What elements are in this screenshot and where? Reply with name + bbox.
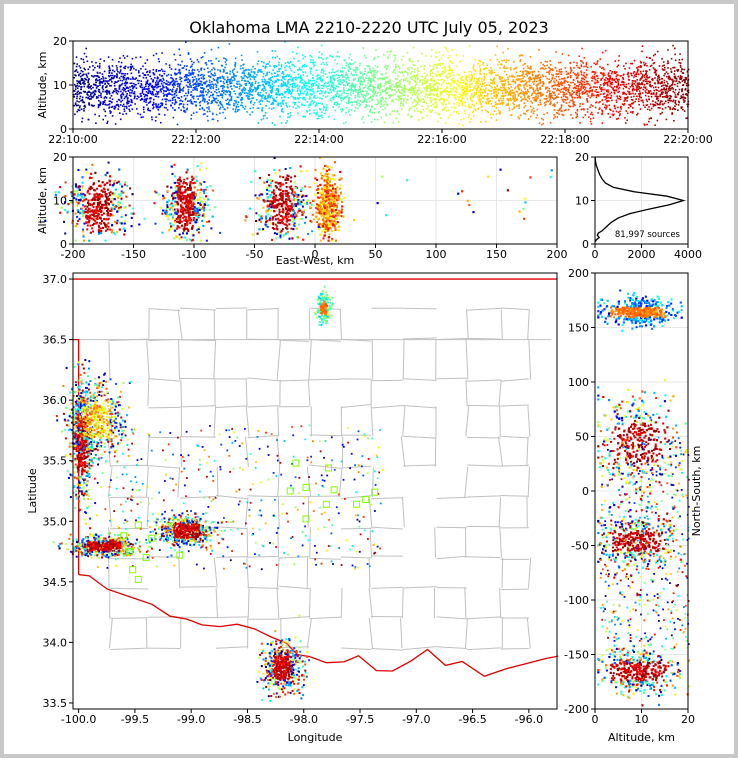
time-tick-label: 22:14:00 [294,133,343,146]
longitude-tick-label: -97.5 [346,713,374,726]
altitude-tick-label: 10 [635,713,649,726]
ew-tick-label: 100 [426,248,447,261]
station-marker [148,534,156,542]
ew-tick-label: -200 [61,248,86,261]
altitude-tick-label: 20 [681,713,695,726]
ew-tick-label: 0 [312,248,319,261]
latitude-tick-label: 35.0 [43,515,68,528]
count-tick-label: 2000 [628,248,656,261]
latitude-tick-label: 35.5 [43,455,68,468]
ew-tick-label: -150 [121,248,146,261]
altitude-tick-label: 20 [53,151,67,164]
altitude-histogram-panel: 0 2000 4000 0 10 20 81,997 sources [575,151,702,261]
station-marker [129,566,137,574]
station-marker [325,464,332,472]
plan-view-points [52,285,384,702]
altitude-tick-label: 20 [575,151,589,164]
longitude-tick-label: -96.0 [515,713,543,726]
longitude-tick-label: -100.0 [61,713,96,726]
altitude-tick-label: 10 [575,195,589,208]
altitude-tick-label: 0 [60,123,67,136]
station-marker [286,487,294,495]
ns-tick-label: -50 [571,540,589,553]
longitude-tick-label: -96.5 [458,713,486,726]
time-altitude-panel: 22:10:00 22:12:00 22:14:00 22:16:00 22:18:00… [36,35,713,146]
station-marker [302,515,310,523]
ew-tick-label: 200 [547,248,568,261]
station-marker [292,459,300,467]
station-marker [134,521,142,529]
station-marker [142,554,150,562]
ew-tick-label: -100 [182,248,207,261]
ns-tick-label: 100 [568,376,589,389]
altitude-tick-label: 20 [53,35,67,48]
ew-altitude-points [44,157,553,242]
altitude-tick-label: 0 [582,238,589,251]
ew-tick-label: -50 [246,248,264,261]
longitude-tick-label: -98.0 [290,713,318,726]
ns-tick-label: 0 [582,485,589,498]
ew-altitude-ylabel: Altitude, km [36,167,49,234]
altitude-ns-xlabel: Altitude, km [608,731,675,744]
time-altitude-ylabel: Altitude, km [36,51,49,118]
station-marker [330,486,338,494]
altitude-tick-label: 0 [60,238,67,251]
ew-altitude-panel: -200 -150 -100 -50 0 50 100 150 200 0 10 20 East-Wes… [36,151,568,267]
ew-tick-label: 150 [486,248,507,261]
altitude-ns-points [597,289,690,707]
station-marker [125,548,133,556]
ns-tick-label: -100 [564,594,589,607]
time-tick-label: 22:20:00 [663,133,712,146]
station-marker [371,488,379,496]
ew-tick-label: 50 [369,248,383,261]
ew-xlabel: East-West, km [276,254,354,267]
ns-tick-label: 50 [575,431,589,444]
ns-tick-label: 150 [568,322,589,335]
latitude-tick-label: 36.0 [43,394,68,407]
station-marker [362,496,370,503]
plan-view-axes [72,272,558,710]
latitude-tick-label: 36.5 [43,334,68,347]
station-marker [353,500,361,508]
time-tick-label: 22:10:00 [48,133,97,146]
longitude-tick-label: -99.0 [177,713,205,726]
time-altitude-points [73,41,690,126]
station-marker [322,500,330,508]
time-tick-label: 22:12:00 [171,133,220,146]
altitude-tick-label: 10 [53,195,67,208]
time-tick-label: 22:16:00 [417,133,466,146]
latitude-label: Latitude [26,468,39,514]
altitude-ns-panel: 0 10 20 -200 -150 -100 -50 0 50 100 150 200 Altitude… [564,267,703,744]
ns-tick-label: 200 [568,267,589,280]
station-marker [176,551,184,559]
longitude-tick-label: -99.5 [121,713,149,726]
station-marker [302,483,310,491]
longitude-tick-label: -97.0 [402,713,430,726]
north-south-label: North-South, km [690,446,703,537]
longitude-label: Longitude [288,731,343,744]
time-tick-label: 22:18:00 [540,133,589,146]
plan-view-panel: -100.0 -99.5 -99.0 -98.5 -98.0 -97.5 -97.0 -96.… [26,272,559,744]
longitude-tick-label: -98.5 [233,713,261,726]
station-markers [120,459,379,583]
latitude-tick-label: 37.0 [43,273,68,286]
altitude-tick-label: 0 [592,713,599,726]
altitude-tick-label: 10 [53,79,67,92]
ns-tick-label: -150 [564,649,589,662]
count-tick-label: 0 [592,248,599,261]
latitude-tick-label: 33.5 [43,697,68,710]
ns-tick-label: -200 [564,703,589,716]
station-marker [120,532,128,540]
station-marker [134,575,142,583]
source-count-annotation: 81,997 sources [615,230,681,240]
count-tick-label: 4000 [674,248,702,261]
latitude-tick-label: 34.5 [43,576,68,589]
county-boundaries [78,307,552,651]
latitude-tick-label: 34.0 [43,636,68,649]
chart-title: Oklahoma LMA 2210-2220 UTC July 05, 2023 [189,18,549,37]
altitude-histogram-line [594,156,686,243]
